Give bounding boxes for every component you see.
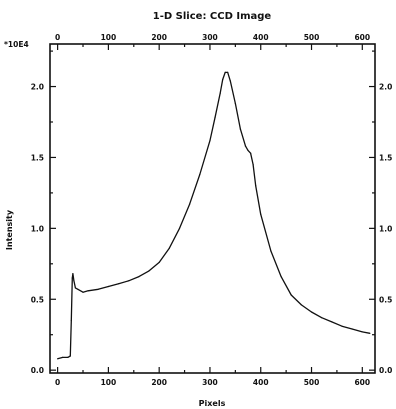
x-tick-label-bottom: 500 <box>304 378 320 387</box>
x-tick-label-bottom: 600 <box>354 378 370 387</box>
series-line <box>57 71 371 360</box>
y-axis-label: Intensity <box>5 209 14 250</box>
data-point <box>227 71 229 73</box>
data-point <box>214 117 216 119</box>
data-point <box>158 261 160 263</box>
data-point <box>107 285 109 288</box>
chart-title: 1-D Slice: CCD Image <box>153 11 272 22</box>
data-point <box>71 277 73 279</box>
data-point <box>67 356 69 358</box>
data-point <box>252 163 254 166</box>
y-tick-label-left: 0.0 <box>31 366 44 375</box>
data-point <box>229 80 231 82</box>
data-point <box>280 276 282 278</box>
y-exponent-label: *10E4 <box>4 40 29 49</box>
data-point <box>178 227 181 229</box>
x-tick-label-bottom: 400 <box>253 378 269 387</box>
series-layer <box>57 71 371 360</box>
data-point <box>270 250 272 252</box>
data-point <box>189 203 191 205</box>
axis-ticks <box>50 44 375 373</box>
data-point <box>239 128 241 130</box>
data-point <box>73 280 75 282</box>
x-tick-label-top: 600 <box>354 33 370 42</box>
data-point <box>87 290 89 292</box>
data-point <box>128 280 130 282</box>
data-point <box>351 328 353 330</box>
x-tick-label-bottom: 300 <box>202 378 218 387</box>
x-tick-label-top: 300 <box>202 33 218 42</box>
data-point <box>138 276 140 278</box>
data-point <box>234 103 236 105</box>
data-point <box>74 287 76 289</box>
x-tick-label-bottom: 0 <box>55 378 60 387</box>
data-point <box>77 288 79 290</box>
data-point <box>118 283 120 285</box>
data-point <box>290 294 292 296</box>
y-tick-label-left: 0.5 <box>31 295 44 304</box>
data-point <box>250 152 252 154</box>
data-point <box>310 311 313 313</box>
x-tick-label-top: 100 <box>101 33 117 42</box>
y-tick-label-right: 1.0 <box>379 224 392 233</box>
y-tick-label-right: 0.0 <box>379 366 392 375</box>
data-point <box>222 78 224 81</box>
y-tick-label-right: 0.5 <box>379 295 392 304</box>
y-tick-label-right: 1.5 <box>379 153 392 162</box>
axis-tick-labels: 0 100 200 300 400 500 600 0 100 200 300 400 500 600 0.… <box>31 33 393 387</box>
data-point <box>148 270 150 272</box>
x-tick-label-top: 500 <box>304 33 320 42</box>
data-point <box>70 319 72 322</box>
data-point <box>57 358 59 360</box>
plot-frame <box>49 43 376 374</box>
data-point <box>260 213 262 215</box>
x-tick-label-bottom: 200 <box>151 378 167 387</box>
x-axis-label: Pixels <box>199 399 226 408</box>
data-point <box>97 288 99 290</box>
x-tick-label-top: 200 <box>151 33 167 42</box>
x-tick-label-bottom: 100 <box>101 378 117 387</box>
data-point <box>199 173 201 176</box>
data-point <box>247 149 249 151</box>
data-point <box>341 325 343 327</box>
x-tick-label-top: 400 <box>253 33 269 42</box>
data-point <box>168 247 170 249</box>
y-tick-label-left: 1.5 <box>31 153 44 162</box>
data-point <box>224 71 226 73</box>
data-point <box>72 273 74 275</box>
data-point <box>300 304 302 306</box>
data-point <box>321 317 323 319</box>
data-point <box>82 291 84 293</box>
data-point <box>255 185 257 187</box>
data-point <box>361 331 363 333</box>
y-tick-label-left: 2.0 <box>31 83 44 92</box>
y-tick-label-left: 1.0 <box>31 224 44 233</box>
data-point <box>209 139 211 141</box>
data-point <box>69 355 71 357</box>
data-point <box>369 332 371 334</box>
y-tick-label-right: 2.0 <box>379 83 392 92</box>
data-point <box>244 145 247 147</box>
data-point <box>62 356 64 358</box>
data-point <box>219 93 221 95</box>
x-tick-label-top: 0 <box>55 33 60 42</box>
data-point <box>331 321 333 323</box>
